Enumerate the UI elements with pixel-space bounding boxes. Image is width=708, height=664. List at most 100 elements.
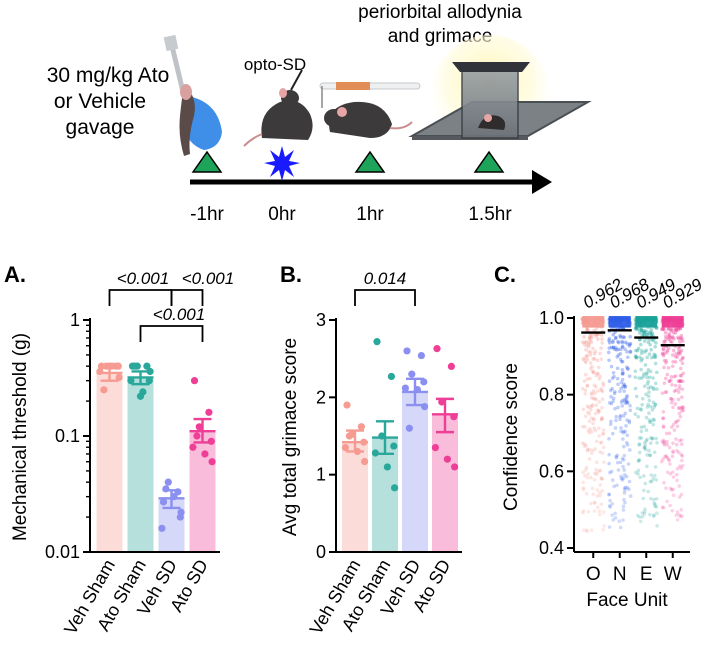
- data-point: [643, 350, 647, 354]
- data-point: [666, 346, 671, 351]
- data-point: [646, 379, 651, 384]
- data-point: [680, 454, 685, 458]
- data-point: [624, 474, 629, 479]
- data-point: [637, 321, 642, 326]
- data-point: [644, 323, 649, 327]
- data-point: [660, 505, 665, 510]
- data-point: [665, 350, 669, 354]
- data-point: [674, 327, 678, 331]
- data-point: [653, 402, 657, 407]
- data-point: [648, 322, 653, 327]
- data-point: [620, 324, 625, 329]
- data-point: [613, 317, 617, 321]
- data-point: [582, 320, 586, 324]
- data-point: [594, 321, 599, 326]
- data-point: [596, 321, 600, 326]
- data-point: [642, 339, 647, 343]
- data-point: [674, 472, 679, 477]
- data-point: [665, 318, 669, 322]
- data-point: [611, 316, 616, 321]
- data-point: [612, 324, 616, 328]
- data-point: [620, 377, 625, 382]
- data-point: [652, 318, 657, 323]
- data-point: [625, 366, 630, 371]
- data-point: [595, 494, 600, 498]
- data-point: [643, 507, 647, 511]
- data-point: [612, 318, 616, 322]
- data-point: [650, 437, 654, 441]
- data-point: [589, 501, 593, 506]
- data-point: [637, 515, 642, 519]
- data-point: [642, 318, 647, 322]
- data-point: [679, 333, 684, 338]
- data-point: [652, 316, 656, 321]
- y-tick-label: 2: [316, 387, 326, 407]
- data-point: [639, 367, 643, 372]
- data-point: [677, 379, 682, 384]
- data-point: [642, 330, 647, 335]
- data-point: [361, 457, 369, 466]
- data-point: [672, 316, 677, 321]
- data-point: [651, 338, 656, 343]
- data-point: [621, 437, 625, 441]
- data-point: [591, 388, 596, 393]
- data-point: [679, 336, 684, 341]
- data-point: [663, 331, 668, 335]
- data-point: [671, 324, 676, 329]
- data-point: [592, 426, 596, 430]
- data-point: [667, 458, 672, 463]
- data-point: [580, 441, 585, 446]
- data-point: [643, 328, 647, 333]
- data-point: [639, 322, 643, 326]
- data-point: [670, 340, 674, 344]
- data-point: [642, 488, 646, 493]
- data-point: [675, 318, 680, 322]
- data-point: [666, 317, 671, 322]
- data-point: [673, 360, 678, 364]
- data-point: [661, 326, 666, 331]
- data-point: [584, 360, 588, 365]
- data-point: [646, 402, 650, 407]
- data-point: [660, 317, 665, 322]
- data-point: [652, 387, 656, 392]
- data-point: [607, 379, 612, 383]
- data-point: [618, 525, 623, 530]
- data-point: [651, 317, 656, 322]
- data-point: [643, 441, 647, 445]
- data-point: [608, 422, 613, 427]
- data-point: [648, 453, 652, 458]
- data-point: [638, 355, 642, 360]
- data-point: [581, 321, 585, 325]
- data-point: [590, 324, 595, 328]
- data-point: [627, 374, 632, 378]
- data-point: [623, 501, 627, 505]
- data-point: [609, 364, 614, 369]
- data-point: [589, 475, 593, 480]
- data-point: [583, 321, 587, 326]
- data-point: [650, 355, 654, 360]
- data-point: [663, 351, 667, 356]
- data-point: [625, 433, 630, 438]
- data-point: [580, 340, 585, 344]
- data-point: [652, 501, 657, 506]
- data-point: [589, 317, 593, 322]
- data-point: [679, 452, 684, 457]
- data-point: [676, 327, 681, 332]
- data-point: [640, 511, 645, 515]
- data-point: [674, 328, 679, 333]
- data-point: [668, 472, 673, 476]
- data-point: [594, 397, 598, 402]
- data-point: [611, 518, 616, 522]
- data-point: [595, 488, 600, 492]
- data-point: [614, 316, 619, 321]
- data-point: [647, 418, 652, 422]
- data-point: [615, 317, 619, 321]
- data-point: [190, 377, 199, 385]
- data-point: [582, 319, 586, 323]
- data-point: [628, 350, 633, 354]
- data-point: [679, 318, 683, 323]
- data-point: [637, 322, 641, 326]
- data-point: [620, 367, 625, 372]
- data-point: [664, 361, 668, 365]
- data-point: [652, 325, 657, 329]
